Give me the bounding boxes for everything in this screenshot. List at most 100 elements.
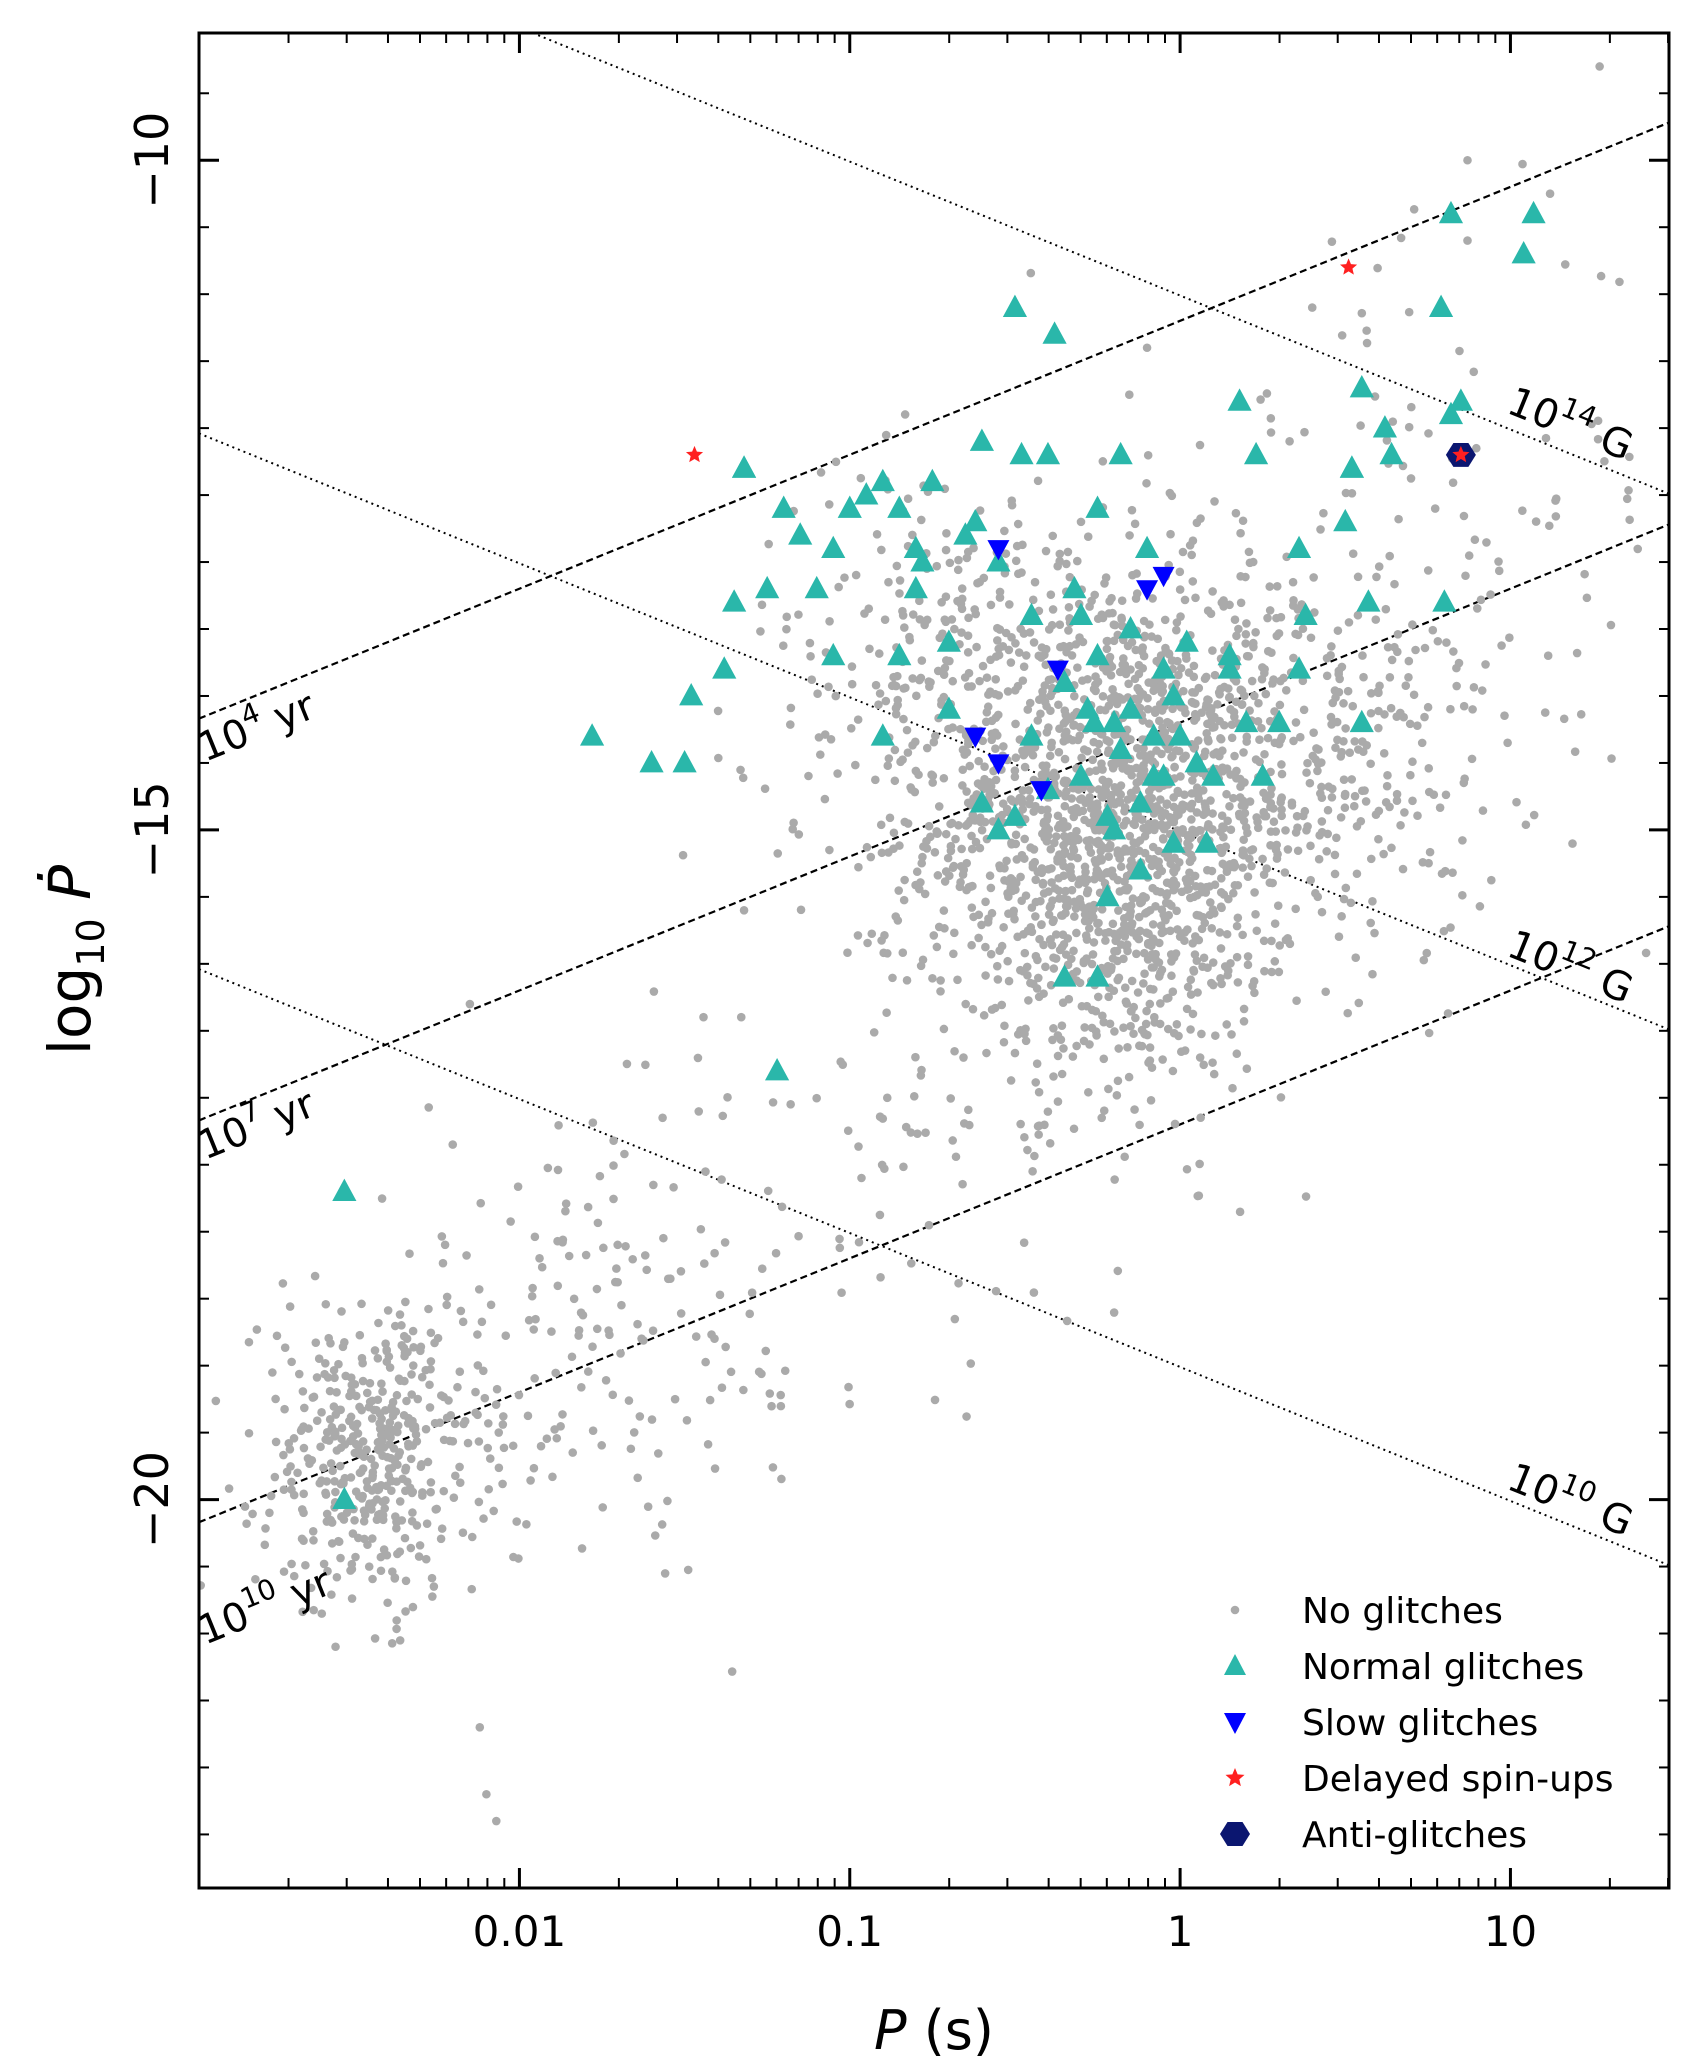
no-glitch-point: [421, 1554, 431, 1564]
normal-glitch-point: [837, 495, 862, 518]
data-points: [199, 62, 1651, 1826]
no-glitch-point: [279, 1485, 289, 1494]
no-glitch-point: [1358, 737, 1367, 746]
no-glitch-point: [498, 1479, 507, 1489]
no-glitch-point: [1615, 277, 1624, 287]
no-glitch-point: [1023, 705, 1033, 714]
no-glitch-point: [1276, 794, 1286, 804]
no-glitch-point: [948, 1136, 957, 1145]
no-glitch-point: [1048, 896, 1057, 905]
no-glitch-point: [1404, 656, 1414, 666]
no-glitch-point: [936, 987, 945, 996]
no-glitch-point: [1327, 642, 1336, 651]
no-glitch-point: [401, 1486, 410, 1496]
no-glitch-point: [786, 1100, 795, 1109]
no-glitch-point: [957, 604, 967, 614]
no-glitch-point: [1069, 721, 1078, 730]
no-glitch-point: [1208, 958, 1218, 967]
no-glitch-point: [1070, 897, 1079, 907]
no-glitch-point: [1190, 688, 1200, 697]
no-glitch-point: [1196, 1113, 1205, 1122]
no-glitch-point: [613, 1277, 622, 1287]
no-glitch-point: [529, 1463, 539, 1473]
no-glitch-point: [499, 1443, 509, 1453]
no-glitch-point: [1404, 672, 1413, 682]
no-glitch-point: [624, 1396, 634, 1405]
normal-glitch-point: [963, 508, 988, 532]
no-glitch-point: [458, 1317, 468, 1327]
slow-glitch-point: [1152, 566, 1175, 588]
no-glitch-point: [1298, 676, 1308, 686]
no-glitch-point: [1255, 735, 1264, 744]
no-glitch-point: [392, 1624, 401, 1634]
no-glitch-point: [1279, 673, 1288, 683]
no-glitch-point: [593, 1218, 603, 1228]
no-glitch-point: [595, 1171, 605, 1181]
no-glitch-point: [1386, 703, 1396, 713]
no-glitch-point: [1607, 754, 1616, 763]
no-glitch-point: [1242, 619, 1251, 628]
no-glitch-point: [351, 1552, 360, 1562]
no-glitch-point: [1089, 737, 1099, 747]
normal-glitch-point: [1009, 441, 1034, 465]
normal-glitch-point: [1448, 388, 1473, 411]
normal-glitch-point: [870, 723, 895, 746]
no-glitch-point: [1350, 737, 1360, 746]
no-glitch-point: [1157, 706, 1167, 715]
no-glitch-point: [1196, 514, 1205, 523]
no-glitch-point: [1289, 653, 1298, 663]
no-glitch-point: [1083, 1087, 1093, 1097]
no-glitch-point: [1312, 744, 1321, 753]
no-glitch-point: [1137, 1025, 1147, 1035]
no-glitch-point: [1233, 913, 1243, 923]
no-glitch-point: [604, 1326, 613, 1335]
no-glitch-point: [1082, 836, 1092, 846]
no-glitch-point: [965, 761, 975, 771]
no-glitch-point: [895, 589, 904, 598]
no-glitch-point: [1396, 233, 1406, 243]
no-glitch-point: [1199, 953, 1209, 963]
no-glitch-point: [987, 716, 997, 726]
no-glitch-point: [406, 1543, 416, 1553]
no-glitch-point: [401, 1607, 410, 1616]
no-glitch-point: [713, 706, 723, 716]
no-glitch-point: [400, 1376, 409, 1386]
no-glitch-point: [1260, 811, 1269, 821]
no-glitch-point: [1481, 660, 1490, 669]
no-glitch-point: [331, 1487, 340, 1497]
no-glitch-point: [1028, 595, 1038, 605]
no-glitch-point: [1236, 572, 1245, 581]
no-glitch-point: [926, 832, 935, 842]
no-glitch-point: [1044, 723, 1053, 732]
no-glitch-point: [967, 844, 977, 854]
no-glitch-point: [1173, 826, 1182, 835]
no-glitch-point: [816, 468, 826, 477]
no-glitch-point: [1327, 237, 1337, 246]
no-glitch-point: [776, 1401, 786, 1411]
no-glitch-point: [1409, 690, 1419, 700]
no-glitch-point: [1105, 1019, 1115, 1029]
no-glitch-point: [551, 1368, 560, 1378]
no-glitch-point: [512, 1517, 521, 1526]
no-glitch-point: [1114, 973, 1124, 983]
no-glitch-point: [364, 1501, 374, 1511]
no-glitch-point: [1167, 491, 1177, 501]
no-glitch-point: [1097, 730, 1107, 739]
no-glitch-point: [1028, 750, 1038, 760]
no-glitch-point: [1433, 636, 1443, 646]
no-glitch-point: [1307, 303, 1317, 312]
no-glitch-point: [997, 1000, 1007, 1010]
no-glitch-point: [940, 924, 949, 933]
no-glitch-point: [431, 1505, 441, 1514]
normal-glitch-point: [887, 495, 912, 518]
no-glitch-point: [1172, 906, 1181, 916]
no-glitch-point: [567, 1352, 577, 1362]
no-glitch-point: [1505, 633, 1514, 642]
no-glitch-point: [1482, 538, 1491, 547]
no-glitch-point: [366, 1454, 376, 1464]
no-glitch-point: [1210, 497, 1219, 506]
no-glitch-point: [429, 1582, 439, 1591]
no-glitch-point: [382, 1346, 391, 1356]
no-glitch-point: [339, 1479, 348, 1488]
